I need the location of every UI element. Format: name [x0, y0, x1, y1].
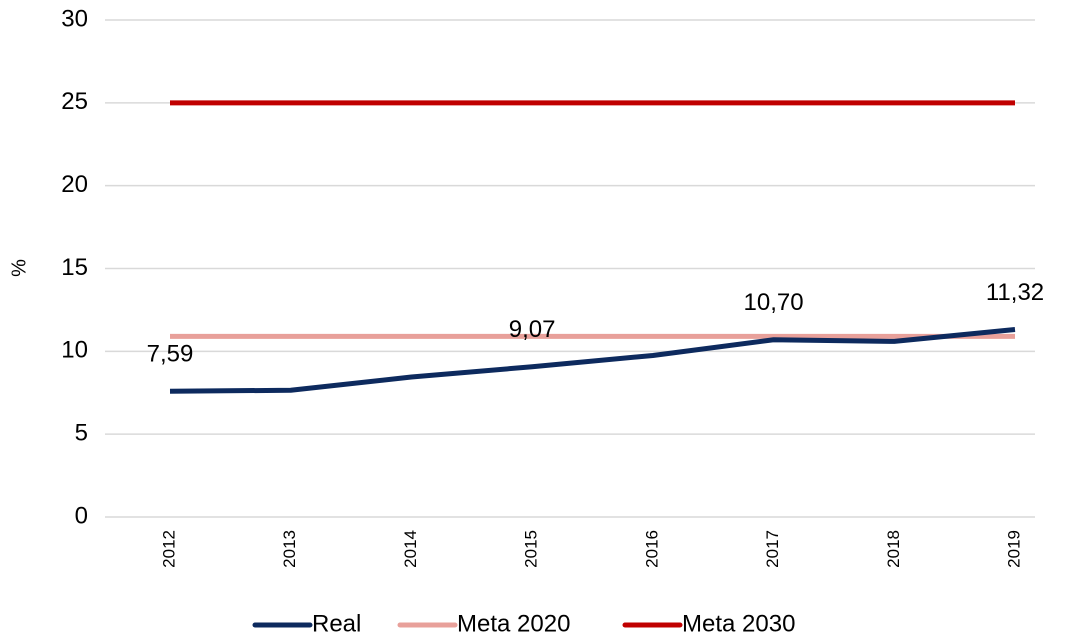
y-tick-label: 25 [61, 88, 88, 115]
y-tick-label: 15 [61, 254, 88, 281]
y-tick-label: 5 [75, 420, 88, 447]
x-tick-label: 2015 [522, 530, 541, 568]
x-tick-label: 2017 [763, 530, 782, 568]
x-tick-label: 2018 [884, 530, 903, 568]
y-tick-label: 0 [75, 502, 88, 529]
data-label: 10,70 [744, 289, 804, 316]
data-label: 9,07 [509, 316, 556, 343]
y-tick-label: 10 [61, 337, 88, 364]
series-line [169, 326, 1016, 394]
legend-label: Real [312, 610, 361, 637]
x-tick-label: 2013 [280, 530, 299, 568]
y-tick-label: 20 [61, 171, 88, 198]
legend-label: Meta 2030 [682, 610, 795, 637]
data-label: 11,32 [986, 279, 1044, 306]
x-tick-label: 2019 [1004, 530, 1023, 568]
x-tick-label: 2014 [401, 530, 420, 568]
legend-label: Meta 2020 [457, 610, 570, 637]
y-tick-label: 30 [61, 5, 88, 32]
x-tick-label: 2016 [642, 530, 661, 568]
x-tick-label: 2012 [159, 530, 178, 568]
y-axis-label: % [8, 259, 30, 277]
data-label: 7,59 [147, 341, 194, 368]
